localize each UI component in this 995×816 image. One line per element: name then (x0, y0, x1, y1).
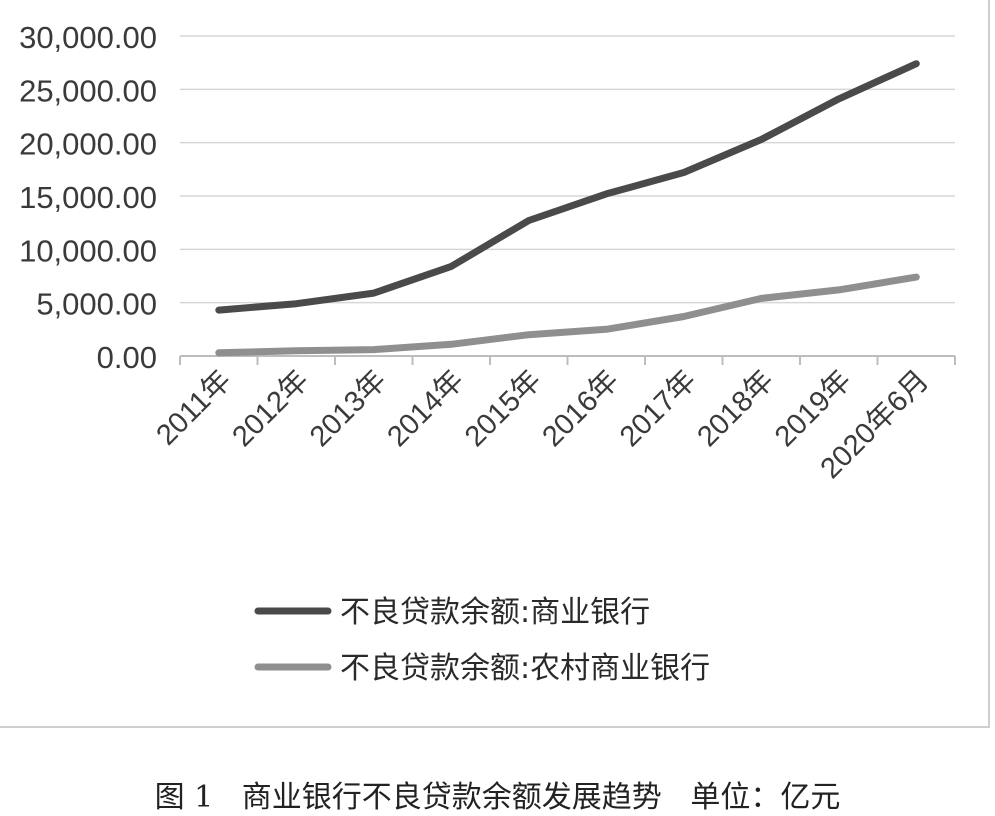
axes (179, 355, 956, 365)
legend-label: 不良贷款余额:商业银行 (340, 595, 650, 630)
y-tick-label: 0.00 (97, 340, 157, 375)
x-tick-label: 2015年 (458, 364, 547, 453)
y-tick-label: 25,000.00 (19, 73, 157, 108)
y-tick-label: 5,000.00 (36, 287, 157, 322)
x-tick-label: 2012年 (226, 364, 315, 453)
x-tick-label: 2018年 (691, 364, 780, 453)
chart-frame: 0.00 5,000.00 10,000.00 15,000.00 20,000.00 2… (0, 0, 990, 728)
y-tick-labels: 0.00 5,000.00 10,000.00 15,000.00 20,000.00 2… (19, 20, 157, 375)
y-tick-label: 20,000.00 (19, 127, 157, 162)
figure-caption: 图 1 商业银行不良贷款余额发展趋势 单位：亿元 (154, 780, 841, 815)
x-tick-label: 2017年 (613, 364, 702, 453)
series-line-2 (215, 273, 920, 357)
gridlines (180, 35, 955, 304)
legend-label: 不良贷款余额:农村商业银行 (340, 651, 710, 686)
x-tick-labels: 2011年2012年2013年2014年2015年2016年2017年2018年… (150, 364, 935, 485)
x-tick-label: 2011年 (150, 364, 238, 452)
x-tick-label: 2014年 (381, 364, 470, 453)
legend: 不良贷款余额:商业银行不良贷款余额:农村商业银行 (254, 595, 710, 686)
y-tick-label: 30,000.00 (19, 20, 157, 55)
line-chart: 0.00 5,000.00 10,000.00 15,000.00 20,000.00 2… (19, 20, 956, 686)
series-lines (215, 60, 920, 357)
x-tick-label: 2013年 (303, 364, 392, 453)
y-tick-label: 10,000.00 (19, 233, 157, 268)
x-tick-label: 2016年 (536, 364, 625, 453)
y-tick-label: 15,000.00 (19, 180, 157, 215)
series-line-1 (215, 60, 920, 314)
